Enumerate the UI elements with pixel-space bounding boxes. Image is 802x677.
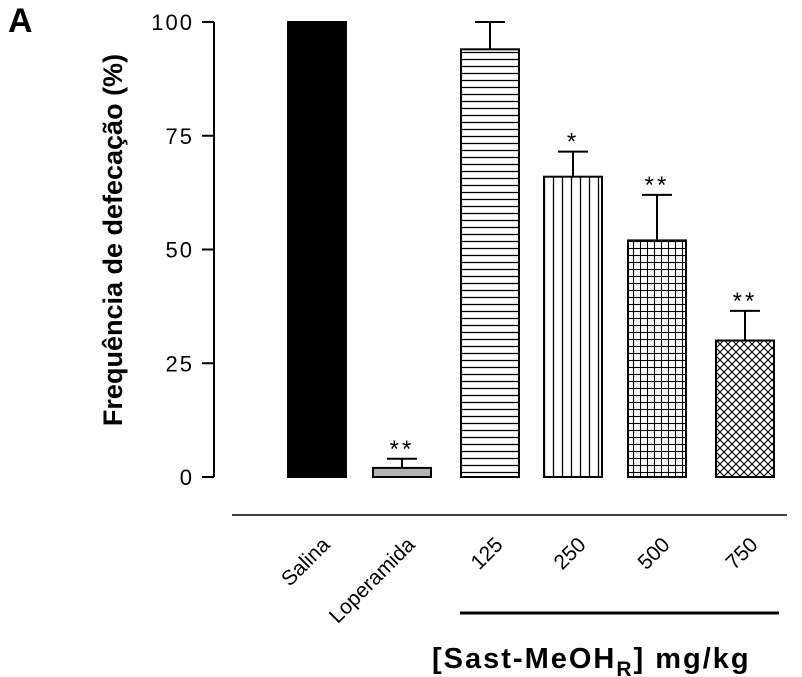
bars-group [287, 21, 775, 479]
group-label-subscript: R [616, 658, 633, 677]
category-label-0: Salina [277, 533, 335, 591]
significance-label-1: ** [390, 436, 415, 463]
y-tick-label: 100 [151, 10, 194, 35]
bar-3 [543, 175, 603, 478]
category-label-3: 250 [549, 533, 590, 574]
bar-0 [287, 21, 347, 478]
panel-letter: A [8, 2, 33, 40]
category-label-2: 125 [466, 533, 507, 574]
y-tick-label: 75 [166, 124, 194, 149]
error-bars-group [387, 21, 760, 468]
y-tick-label: 0 [180, 465, 194, 490]
category-label-5: 750 [721, 533, 762, 574]
y-tick-label: 25 [166, 351, 194, 376]
bar-2 [460, 48, 520, 479]
y-axis-label: Frequência de defecação (%) [98, 54, 128, 426]
significance-label-5: ** [733, 288, 758, 315]
group-label-suffix: ] mg/kg [634, 643, 751, 675]
bar-1 [372, 466, 432, 478]
y-tick-label: 50 [166, 238, 194, 263]
category-label-4: 500 [633, 533, 674, 574]
significance-label-3: * [567, 129, 579, 156]
category-label-1: Loperamida [325, 533, 420, 628]
group-label-prefix: [Sast-MeOH [432, 643, 616, 675]
significance-marks: ******* [390, 129, 758, 463]
bar-5 [715, 339, 775, 478]
group-label: [Sast-MeOHR] mg/kg [432, 643, 751, 677]
significance-label-4: ** [645, 172, 670, 199]
bar-4 [627, 239, 687, 478]
y-axis-ticks: 0 25 50 75 100 [151, 10, 214, 490]
